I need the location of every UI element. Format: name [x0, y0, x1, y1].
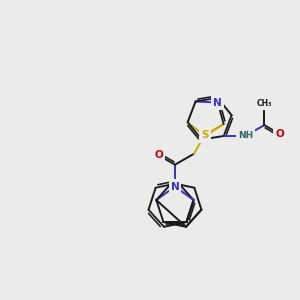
Text: NH: NH: [238, 131, 253, 140]
Text: O: O: [154, 151, 163, 160]
Text: S: S: [201, 130, 208, 140]
Text: S: S: [201, 131, 209, 141]
Text: N: N: [171, 182, 179, 191]
Text: CH₃: CH₃: [256, 99, 272, 108]
Text: N: N: [213, 98, 222, 108]
Text: O: O: [275, 129, 284, 139]
